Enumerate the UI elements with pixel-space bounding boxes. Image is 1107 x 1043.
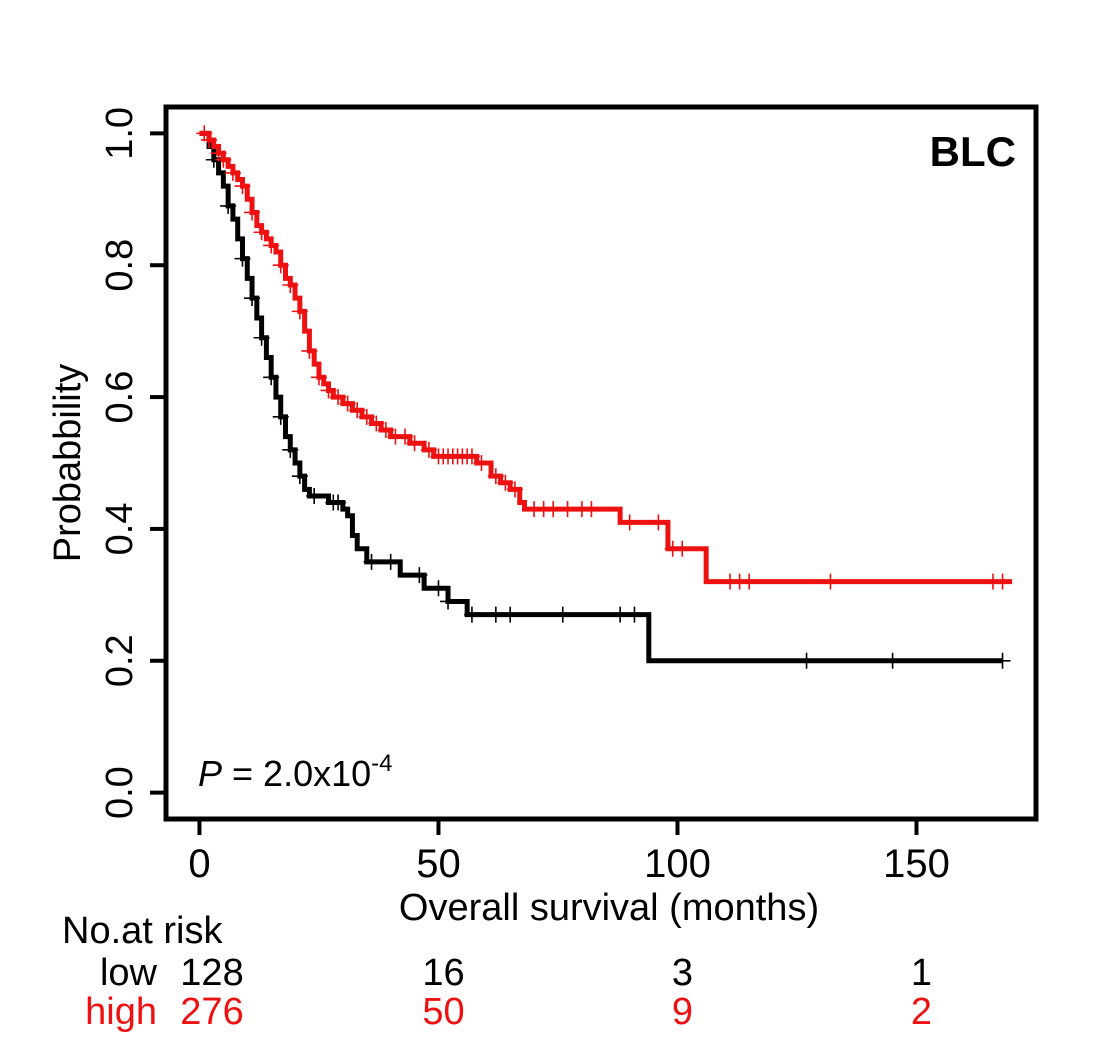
censor-mark-high [253,224,270,241]
risk-group-label: low [100,952,158,994]
y-axis-title: Probabbility [47,364,89,563]
censor-mark-high [310,369,327,386]
censor-mark-high [506,481,523,498]
censor-mark-low [272,408,289,425]
censor-mark-high [497,474,514,491]
risk-count: 9 [672,991,693,1033]
p-value-exponent: -4 [371,750,392,777]
y-tick-label: 0.0 [99,766,141,819]
censor-mark-high [377,422,394,439]
risk-count: 276 [180,991,243,1033]
risk-count: 3 [672,952,693,994]
censor-mark-low [244,290,261,307]
censor-mark-low [884,652,901,669]
censor-mark-high [368,415,385,432]
risk-count: 2 [911,991,932,1033]
censor-mark-low [263,369,280,386]
p-symbol: P [198,753,222,794]
y-tick-label: 0.4 [99,503,141,556]
y-tick-label: 0.6 [99,371,141,424]
censor-mark-high [224,164,241,181]
censor-mark-low [626,606,643,623]
censor-mark-high [420,441,437,458]
risk-count: 16 [422,952,464,994]
censor-mark-low [220,197,237,214]
risk-count: 50 [422,991,464,1033]
x-tick-label: 50 [416,842,461,886]
y-axis: 0.0 0.2 0.4 0.6 0.8 1.0 [99,107,166,819]
censor-mark-high [301,342,318,359]
censor-mark-low [994,652,1011,669]
censor-mark-high [674,540,691,557]
censor-mark-low [440,593,457,610]
censor-mark-low [554,606,571,623]
censor-mark-high [244,204,261,221]
censor-mark-high [463,448,480,465]
censor-mark-high [339,395,356,412]
x-tick-label: 150 [883,842,950,886]
censor-mark-high [822,573,839,590]
risk-count: 1 [911,952,932,994]
censor-mark-low [487,606,504,623]
panel-label: BLC [930,128,1016,175]
censor-mark-high [559,501,576,518]
censor-mark-high [320,382,337,399]
survival-curve-high [199,130,1013,585]
censor-mark-high [234,178,251,195]
risk-group-label: high [85,991,157,1033]
x-axis: 0 50 100 150 [188,819,950,886]
censor-mark-low [282,441,299,458]
censor-mark-high [621,514,638,531]
censor-mark-high [397,428,414,445]
risk-table: No.at risk low 128 16 3 1 high 276 50 9 2 [62,910,932,1033]
censor-mark-high [282,277,299,293]
censor-mark-high [650,514,667,531]
censor-mark-high [263,237,280,254]
risk-count: 128 [180,952,243,994]
censor-mark-low [463,606,480,623]
censor-mark-high [487,468,504,485]
censor-mark-high [583,501,600,518]
censor-mark-high [741,573,758,590]
censor-mark-high [349,402,366,419]
censor-mark-low [253,329,270,346]
censor-mark-high [291,303,308,320]
censor-mark-high [994,573,1011,590]
censor-mark-high [545,501,562,518]
censor-mark-low [502,606,519,623]
x-tick-label: 0 [188,842,210,886]
censor-mark-low [291,468,308,485]
censor-mark-low [363,553,380,570]
censor-mark-high [406,435,423,452]
censor-mark-high [201,131,218,148]
x-axis-title: Overall survival (months) [399,887,819,929]
censor-mark-low [612,606,629,623]
y-tick-label: 1.0 [99,107,141,160]
y-tick-label: 0.2 [99,634,141,687]
censor-mark-high [215,151,232,168]
censor-mark-low [430,580,447,597]
censor-mark-high [330,389,347,406]
censor-mark-low [411,567,428,584]
censor-mark-low [234,250,251,267]
censor-mark-high [473,455,490,471]
censor-mark-high [358,408,375,425]
y-tick-label: 0.8 [99,239,141,292]
censor-mark-low [306,487,323,504]
censor-mark-low [382,553,399,570]
p-value-annotation: P = 2.0x10-4 [198,750,392,794]
p-value-text: = 2.0x10 [222,753,371,794]
x-tick-label: 100 [644,842,711,886]
censor-mark-low [798,652,815,669]
risk-table-title: No.at risk [62,910,223,952]
plot-frame [163,104,1039,822]
censor-mark-high [272,257,289,274]
censor-mark-low [330,494,347,511]
survival-curve-low [199,130,1003,664]
survival-curves [196,125,1013,669]
